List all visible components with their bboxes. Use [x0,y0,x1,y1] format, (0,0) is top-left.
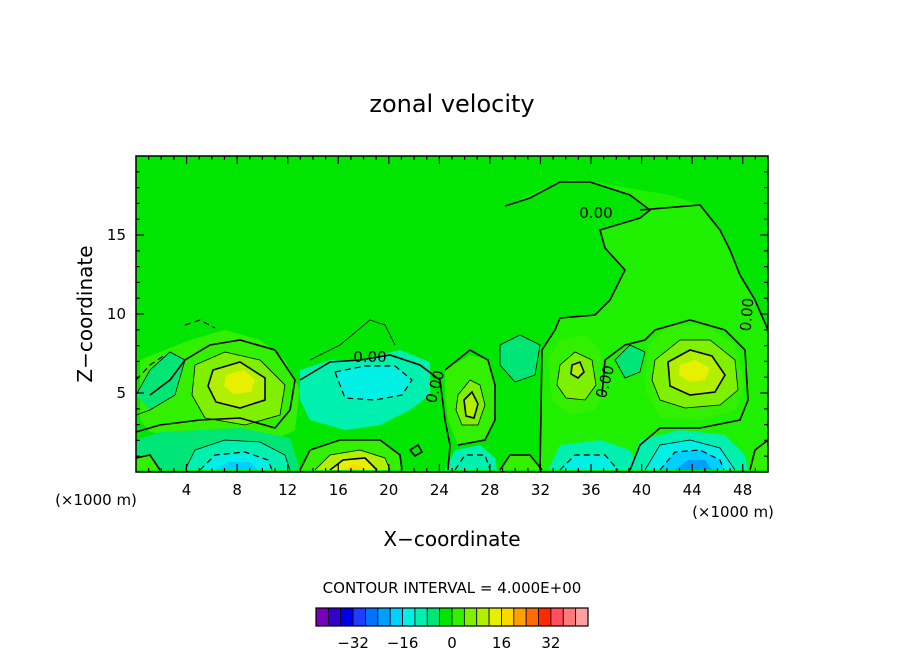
colorbar-swatch [377,607,391,627]
x-axis-label: X−coordinate [383,527,520,551]
colorbar-swatch [476,607,490,627]
contour-interval-text: CONTOUR INTERVAL = 4.000E+00 [323,579,582,597]
x-tick-label: 12 [278,481,297,499]
x-unit-right: (×1000 m) [692,503,774,521]
chart-title: zonal velocity [369,90,534,118]
contour-region [675,460,712,470]
contour-plot-area [136,156,768,472]
colorbar-swatch [501,607,515,627]
contour-region [500,455,542,470]
colorbar-tick-label: 0 [447,634,457,652]
contour-region [136,455,160,470]
x-tick-label: 24 [430,481,449,499]
x-tick-label: 32 [531,481,550,499]
x-tick-label: 36 [581,481,600,499]
colorbar-swatch [352,607,366,627]
contour-region [224,370,255,394]
contour-region [750,440,768,470]
contour-value-labels: 0.00 0.00 0.00 0.00 0.00 [353,204,757,405]
thin-contour-lines [136,319,739,471]
colorbar-tick-label: −16 [387,634,419,652]
contour-label: 0.00 [737,297,758,332]
contour-region [615,345,645,378]
x-tick-label: 40 [632,481,651,499]
contour-region [560,455,618,470]
colorbar: −32 −16 0 16 32 [315,607,589,652]
x-tick-label: 4 [182,481,192,499]
colorbar-swatch [340,607,354,627]
contour-region [500,335,540,382]
contour-region [215,462,258,470]
y-axis: 5 10 15 [107,171,768,457]
colorbar-swatch [575,607,589,627]
colorbar-swatch [426,607,441,627]
colorbar-swatch [451,607,465,627]
colorbar-swatch [365,607,379,627]
x-tick-label: 8 [232,481,242,499]
colorbar-tick-label: −32 [337,634,369,652]
colorbar-swatch [439,607,453,627]
x-tick-label: 16 [329,481,348,499]
contour-region [679,360,710,382]
colorbar-swatch [525,607,539,627]
y-tick-label: 15 [107,226,126,244]
colorbar-swatch [389,607,403,627]
contour-region [136,352,185,410]
colorbar-swatch [414,607,428,627]
x-tick-label: 20 [379,481,398,499]
y-tick-label: 10 [107,305,126,323]
colorbar-tick-label: 16 [492,634,511,652]
contour-lines [136,181,768,471]
x-tick-label: 48 [733,481,752,499]
y-axis-label: Z−coordinate [73,245,97,382]
colorbar-swatch [538,607,552,627]
colorbar-swatch [488,607,502,627]
colorbar-swatch [327,607,342,627]
colorbar-tick-label: 32 [541,634,560,652]
contour-region [200,452,272,470]
x-axis: 4 8 12 16 20 24 28 32 36 40 44 48 [148,156,756,499]
x-tick-label: 28 [480,481,499,499]
contour-region [335,366,412,400]
contour-region [445,445,497,470]
colorbar-swatch [402,607,416,627]
negative-contour-lines [136,319,725,471]
colorbar-swatch [463,607,478,627]
colorbar-swatch [550,607,564,627]
contour-label: 0.00 [579,204,612,222]
colorbar-swatch [513,607,527,627]
x-unit-left: (×1000 m) [55,491,137,509]
contour-label: 0.00 [353,348,386,366]
y-tick-label: 5 [116,384,126,402]
x-tick-label: 44 [683,481,702,499]
colorbar-frame [315,607,589,627]
colorbar-swatch [562,607,577,627]
colorbar-swatch [315,607,329,627]
contour-region [343,464,366,470]
